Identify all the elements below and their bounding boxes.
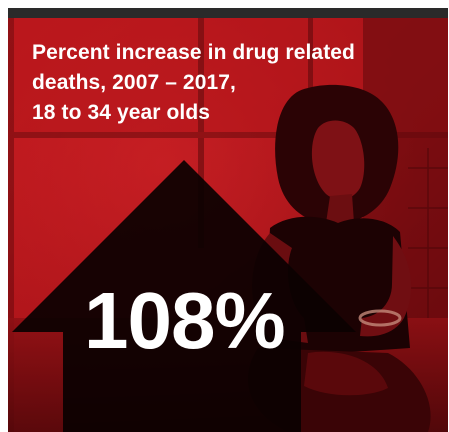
infographic-card: Percent increase in drug related deaths,… (8, 8, 448, 432)
headline-line-2: deaths, 2007 – 2017, (32, 71, 236, 94)
headline-line-1: Percent increase in drug related (32, 41, 355, 64)
background-photo (8, 18, 448, 432)
top-bar (8, 8, 448, 18)
headline-line-3: 18 to 34 year olds (32, 101, 211, 124)
percent-increase-value: 108% (84, 276, 286, 365)
up-arrow-icon (12, 160, 356, 432)
headline: Percent increase in drug related deaths,… (32, 38, 442, 128)
